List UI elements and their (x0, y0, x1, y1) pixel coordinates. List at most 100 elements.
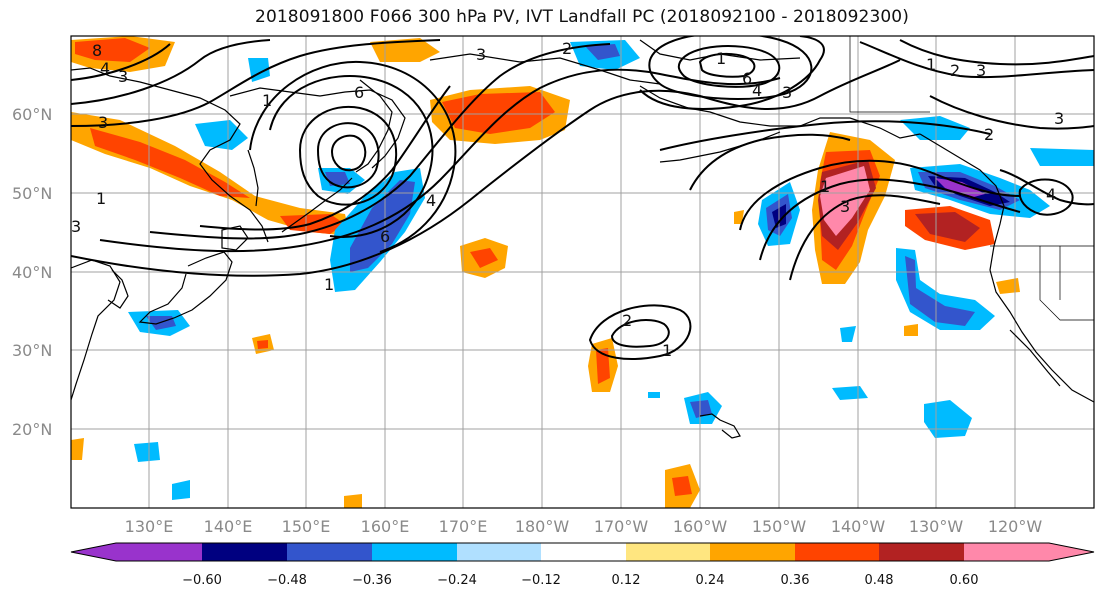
contour-aleutian-2 (677, 45, 781, 88)
lat-label-30n: 30°N (12, 341, 52, 360)
lon-label-160w: 160°W (673, 517, 728, 536)
contour-label-2-ne: 2 (950, 61, 960, 80)
contour-ne-3 (929, 95, 1094, 130)
anom-south-negative2 (832, 386, 868, 400)
coastlines (71, 39, 1094, 439)
coast-korea (107, 269, 129, 309)
anom-west-coast-positive (996, 278, 1020, 294)
contour-label-1-north: 1 (262, 91, 272, 110)
contour-label-3-west2: 3 (71, 217, 81, 236)
contour-gulf-2 (759, 178, 1021, 261)
colorbar-swatch-10b (1049, 543, 1094, 561)
contour-ne-1 (859, 41, 1094, 79)
map-title: 2018091800 F066 300 hPa PV, IVT Landfall… (255, 7, 909, 27)
colorbar-tick-7: 0.24 (696, 573, 725, 588)
colorbar-outline (70, 542, 1095, 562)
contour-subtrop-1 (588, 304, 692, 360)
contour-ne-closed (1018, 178, 1074, 216)
ivt-contours (71, 36, 1094, 360)
coast-hokkaido (221, 225, 249, 251)
anom-small-negative-2 (648, 392, 660, 398)
map-frame (70, 35, 1095, 509)
contour-label-3-gulf: 3 (840, 197, 850, 216)
anom-nw-positive-core (75, 38, 150, 62)
anom-alaska-negative2 (1030, 148, 1094, 166)
border-alaska-canada (849, 36, 930, 113)
anom-small-negative-1 (840, 326, 856, 342)
colorbar-tick-2: −0.48 (267, 573, 307, 588)
coast-north-america (919, 133, 1094, 403)
lon-label-170w: 170°W (594, 517, 649, 536)
anom-north-positive-core (442, 92, 555, 134)
contour-label-3-nw: 3 (118, 67, 128, 86)
anom-small-positive-2 (904, 324, 918, 336)
colorbar-tick-3: −0.36 (352, 573, 392, 588)
contour-label-4-low: 4 (426, 191, 436, 210)
contour-low-outer (269, 75, 434, 238)
colorbar-swatch-5 (541, 543, 626, 561)
coast-kamchatka (355, 79, 393, 173)
lat-label-20n: 20°N (12, 420, 52, 439)
lon-label-180w: 180°W (515, 517, 570, 536)
contour-gulf-1 (739, 159, 1021, 231)
coast-okhotsk (229, 87, 406, 169)
coast-alaska-west (639, 85, 921, 139)
anom-hawaii-negative-core (690, 400, 712, 418)
contour-label-2-north: 2 (562, 39, 572, 58)
colorbar-swatch-9 (879, 543, 964, 561)
contour-aleutian-3 (698, 52, 756, 78)
contour-aleutian-1 (648, 36, 813, 100)
lon-label-150w: 150°W (752, 517, 807, 536)
contour-label-1-jet: 1 (324, 275, 334, 294)
contour-gulf-3 (789, 194, 941, 281)
coast-baja (1009, 329, 1061, 387)
state-borders (849, 36, 1094, 321)
colorbar-swatch-8 (795, 543, 879, 561)
lon-label-120w: 120°W (988, 517, 1043, 536)
colorbar-swatch-1 (202, 543, 287, 561)
lon-label-130w: 130°W (909, 517, 964, 536)
contour-aleutian-outer (639, 36, 825, 110)
contour-label-6-low: 6 (380, 227, 390, 246)
colorbar-swatch-6 (626, 543, 710, 561)
longitude-labels: 130°E 140°E 150°E 160°E 170°E 180°W 170°… (125, 517, 1043, 536)
anom-west-negative (195, 120, 248, 150)
contour-trough-4 (199, 85, 451, 231)
coast-japan (138, 251, 233, 325)
anom-south-positive-core (672, 476, 692, 496)
colorbar-swatch-3 (372, 543, 457, 561)
contour-low-2 (316, 122, 380, 189)
latitude-labels: 60°N 50°N 40°N 30°N 20°N (12, 105, 52, 439)
contour-label-6-aleutian: 6 (742, 69, 752, 88)
lon-label-150e: 150°E (282, 517, 331, 536)
colorbar-swatch-2 (287, 543, 372, 561)
colorbar-swatch-7 (710, 543, 795, 561)
anom-small-positive-5 (734, 210, 744, 224)
lon-label-130e: 130°E (125, 517, 174, 536)
contour-label-3-east: 3 (1054, 109, 1064, 128)
contour-label-4-east: 4 (1046, 185, 1056, 204)
contour-label-1-aleutian: 1 (716, 49, 726, 68)
contour-label-3-north: 3 (476, 45, 486, 64)
coast-china (71, 259, 121, 401)
colorbar-tick-6: 0.12 (612, 573, 641, 588)
colorbar-swatch-0b (116, 543, 202, 561)
colorbar-swatch-0 (71, 543, 116, 561)
contour-trough-1 (71, 59, 901, 277)
contour-low-1 (298, 105, 398, 206)
contour-label-2-east: 2 (984, 125, 994, 144)
coast-siberia-east (429, 53, 661, 85)
anom-sw-negative (134, 442, 160, 462)
colorbar-tick-1: −0.60 (182, 573, 222, 588)
anom-subtrop-positive-core (596, 348, 610, 384)
anom-small-positive-1c (257, 340, 268, 349)
coast-hawaii (699, 413, 741, 439)
contour-label-3-ne: 3 (976, 61, 986, 80)
anom-western-pacific-positive-core (470, 248, 498, 268)
contour-label-3-west: 3 (98, 113, 108, 132)
colorbar-tick-9: 0.48 (865, 573, 894, 588)
lon-label-160e: 160°E (361, 517, 410, 536)
contour-nw-c (71, 39, 441, 127)
lat-label-50n: 50°N (12, 184, 52, 203)
map-content: 8 4 3 3 3 2 1 6 1 3 6 4 1 1 6 4 3 2 1 1 … (71, 36, 1094, 508)
